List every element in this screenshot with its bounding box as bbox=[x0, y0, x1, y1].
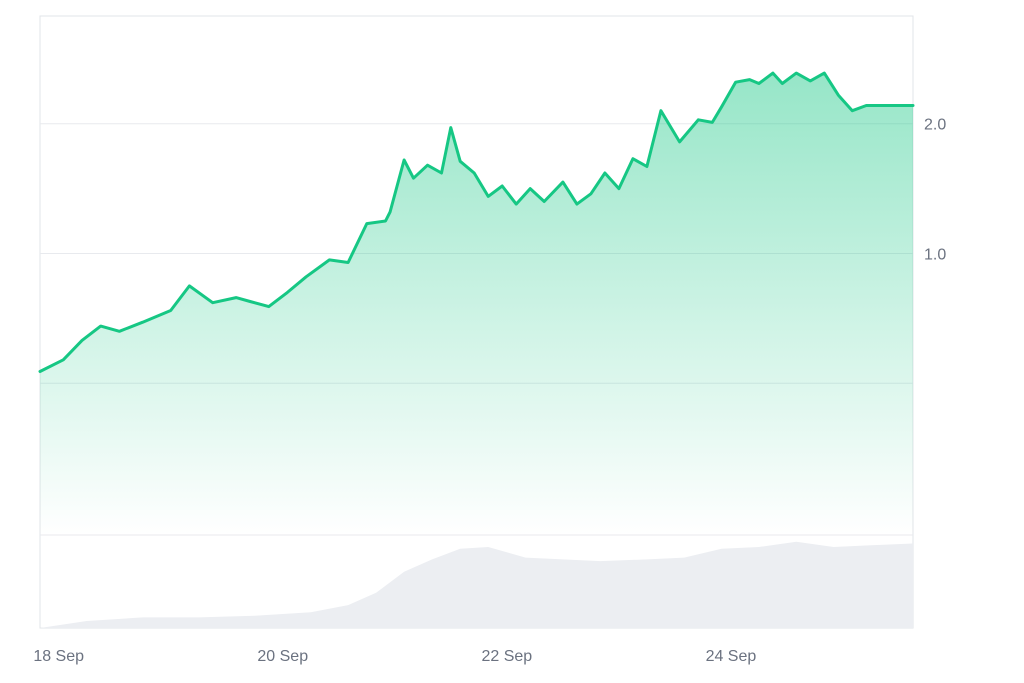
volume-fill bbox=[40, 541, 913, 628]
x-axis: 18 Sep 20 Sep 22 Sep 24 Sep bbox=[33, 648, 756, 665]
y-axis: 1.0 2.0 bbox=[924, 117, 946, 264]
price-series bbox=[38, 71, 915, 535]
price-line bbox=[38, 71, 915, 373]
x-tick-label: 24 Sep bbox=[706, 648, 757, 665]
y-tick-label: 2.0 bbox=[924, 117, 946, 134]
x-tick-label: 22 Sep bbox=[481, 648, 532, 665]
x-tick-label: 20 Sep bbox=[257, 648, 308, 665]
x-tick-label: 18 Sep bbox=[33, 648, 84, 665]
price-area bbox=[40, 73, 913, 535]
volume-area bbox=[40, 541, 913, 628]
y-tick-label: 1.0 bbox=[924, 246, 946, 263]
